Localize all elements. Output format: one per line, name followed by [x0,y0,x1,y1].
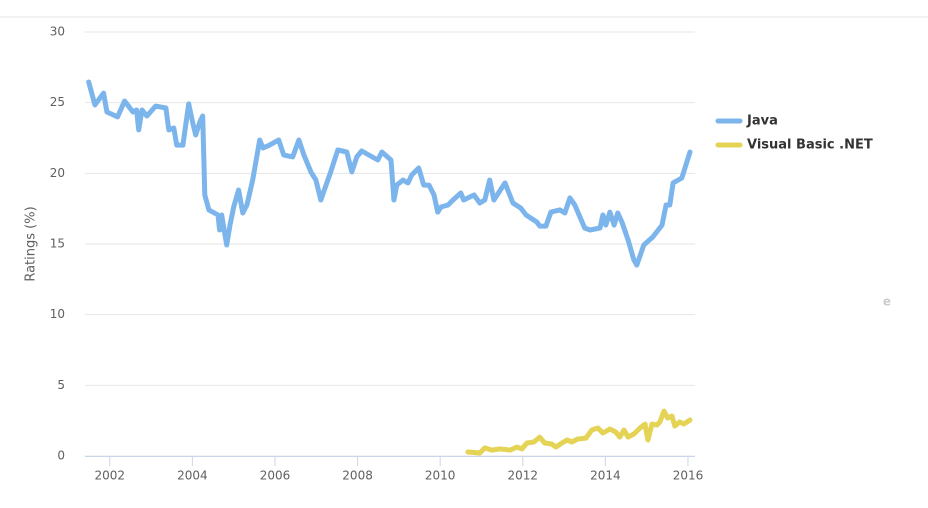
y-tick-label: 25 [50,95,65,109]
x-tick-label: 2002 [95,469,126,483]
x-tick-label: 2010 [425,469,456,483]
x-tick-label: 2014 [590,469,621,483]
y-tick-label: 20 [50,166,65,180]
series-line [465,408,693,456]
y-tick-label: 10 [50,307,65,321]
legend-label: Visual Basic .NET [747,138,873,153]
x-tick-label: 2006 [260,469,291,483]
y-tick-label: 15 [50,237,65,251]
series-line [86,79,693,268]
y-axis-label: Ratings (%) [24,206,39,281]
x-tick-label: 2008 [342,469,373,483]
legend-label: Java [746,114,778,129]
y-tick-label: 5 [57,378,65,392]
watermark: e [883,295,891,309]
x-tick-label: 2016 [673,469,704,483]
y-tick-label: 30 [50,25,65,39]
x-tick-label: 2004 [177,469,208,483]
y-tick-label: 0 [57,449,65,463]
x-tick-label: 2012 [508,469,539,483]
